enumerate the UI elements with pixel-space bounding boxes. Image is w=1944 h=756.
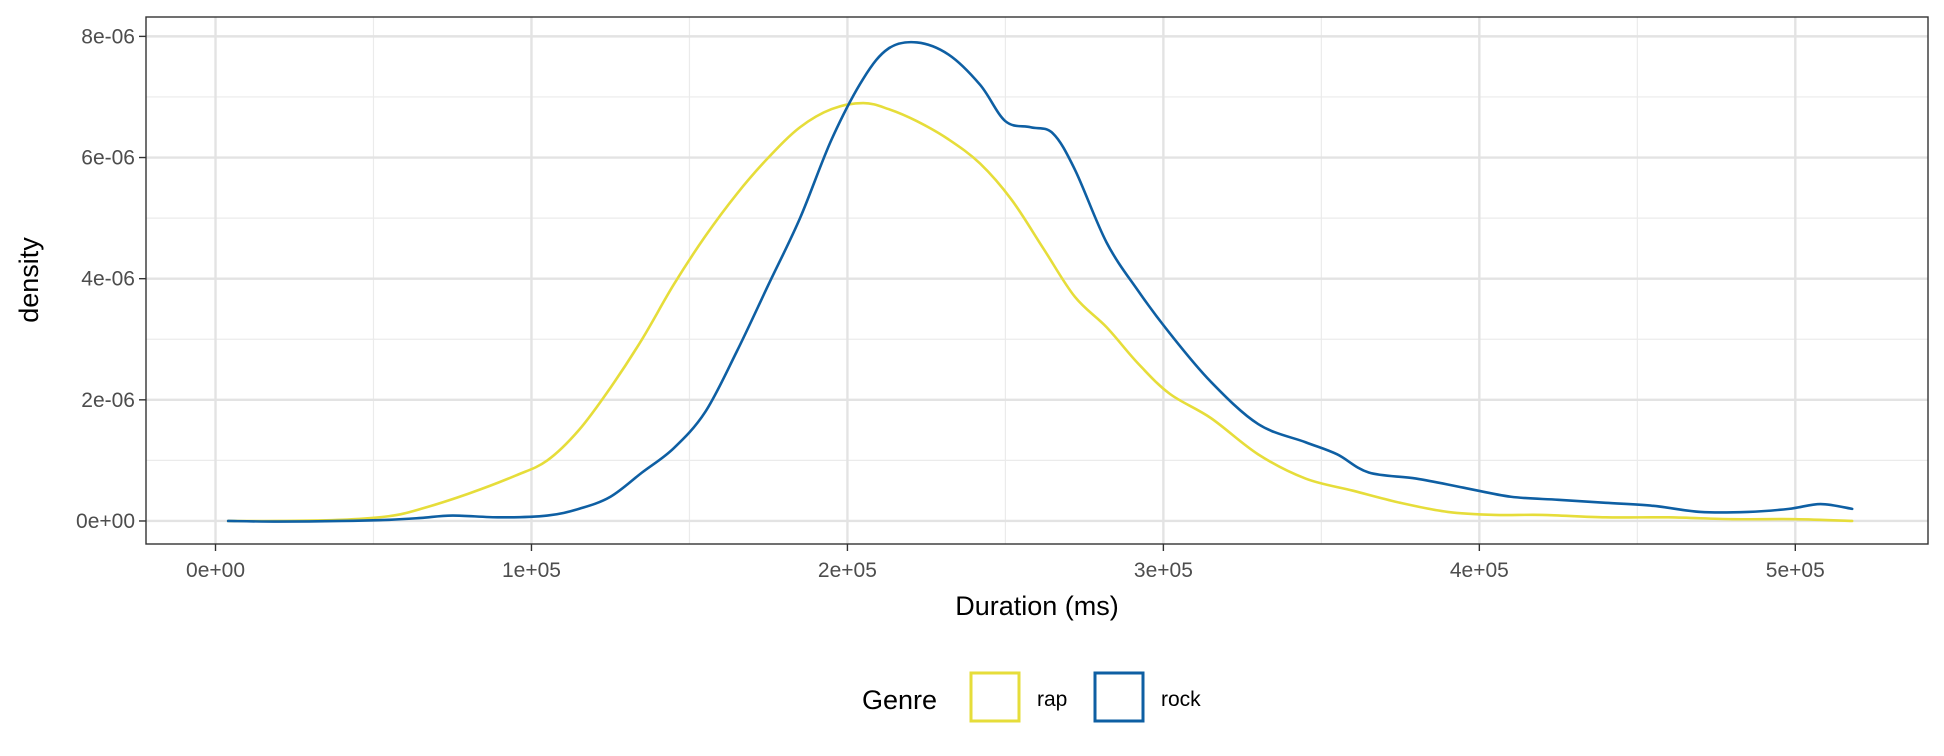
legend-label-rock: rock xyxy=(1161,688,1201,711)
x-axis: 0e+00 1e+05 2e+05 3e+05 4e+05 5e+05 xyxy=(186,544,1825,582)
y-tick-label: 6e-06 xyxy=(81,147,135,170)
x-tick-label: 4e+05 xyxy=(1450,559,1509,582)
x-axis-title: Duration (ms) xyxy=(955,591,1119,621)
x-tick-label: 1e+05 xyxy=(502,559,561,582)
plot-background xyxy=(146,17,1928,544)
y-tick-label: 8e-06 xyxy=(81,25,135,48)
series-layer xyxy=(226,40,1854,523)
series-line-rock xyxy=(226,40,1854,523)
legend-key-rap xyxy=(969,671,1021,723)
x-tick-label: 5e+05 xyxy=(1766,559,1825,582)
y-axis: 0e+00 2e-06 4e-06 6e-06 8e-06 xyxy=(76,25,146,533)
x-tick-label: 2e+05 xyxy=(818,559,877,582)
y-tick-label: 4e-06 xyxy=(81,268,135,291)
y-tick-label: 0e+00 xyxy=(76,510,135,533)
y-axis-title: density xyxy=(14,237,44,323)
plot-panel-border xyxy=(145,16,1929,545)
legend-key-rock xyxy=(1093,671,1145,723)
legend-label-rap: rap xyxy=(1037,688,1067,711)
y-tick-label: 2e-06 xyxy=(81,389,135,412)
series-line-rap xyxy=(226,101,1854,523)
minor-gridlines xyxy=(146,17,1928,544)
x-tick-label: 3e+05 xyxy=(1134,559,1193,582)
legend: Genre rap rock xyxy=(862,671,1201,723)
legend-title: Genre xyxy=(862,685,937,715)
x-tick-label: 0e+00 xyxy=(186,559,245,582)
